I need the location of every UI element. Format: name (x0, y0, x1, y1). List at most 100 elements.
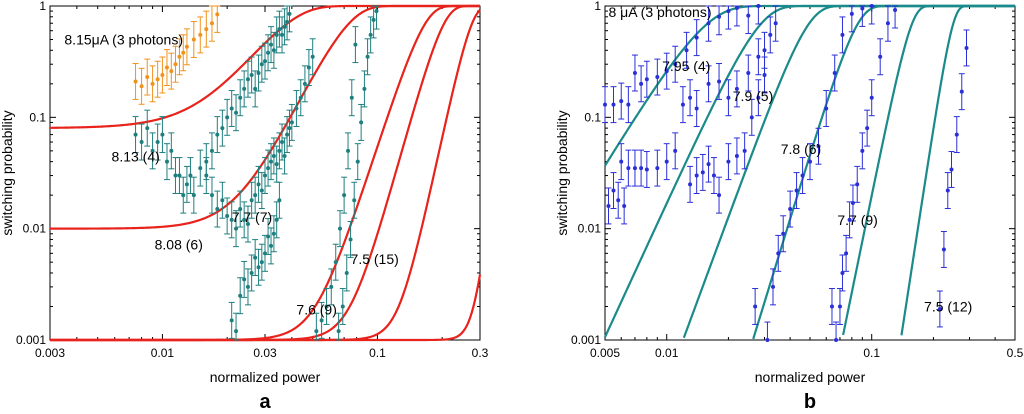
data-point (228, 301, 235, 339)
data-point (323, 288, 330, 325)
x-tick-label: 0.5 (1007, 346, 1024, 360)
data-point (963, 29, 970, 67)
data-point (679, 86, 686, 124)
data-point (725, 5, 732, 30)
series-annotation: 8.13 (4) (112, 149, 160, 165)
data-point (354, 143, 361, 181)
data-point (176, 38, 183, 76)
data-point (823, 90, 830, 127)
data-point (638, 65, 645, 103)
data-point (348, 79, 355, 117)
data-point (258, 243, 265, 281)
data-point (149, 65, 156, 103)
data-point (625, 149, 632, 187)
data-point (265, 218, 272, 255)
data-point (864, 109, 871, 147)
data-point (219, 181, 226, 219)
data-point (848, 5, 855, 33)
series-annotation: 8.08 (6) (155, 236, 203, 252)
data-point (833, 321, 840, 342)
data-point (793, 172, 800, 210)
panel-label-a: a (259, 391, 271, 413)
data-point (839, 16, 846, 54)
data-point (252, 239, 259, 277)
panel-label-b: b (804, 391, 816, 413)
data-point (265, 149, 272, 187)
data-point (859, 132, 866, 170)
fit-curve (900, 4, 1015, 336)
data-point (252, 70, 259, 108)
series-annotation: 7.6 (9) (296, 301, 336, 317)
data-point (332, 243, 339, 281)
data-point (343, 254, 350, 292)
data-point (725, 143, 732, 181)
y-axis-title-b: switching probability (554, 110, 570, 235)
data-point (953, 116, 960, 154)
data-point (203, 10, 210, 48)
x-ticks-a: 0.003 0.01 0.03 0.1 0.3 (35, 6, 489, 360)
data-point (733, 5, 740, 27)
data-point (705, 65, 712, 103)
data-point (352, 26, 359, 64)
data-point (138, 123, 145, 161)
data-point (843, 234, 850, 272)
data-point (710, 157, 717, 195)
data-point (262, 42, 268, 80)
data-point (273, 201, 280, 239)
x-axis-title-b: normalized power (755, 369, 866, 385)
data-point (244, 60, 251, 98)
data-point (364, 38, 371, 76)
data-point (233, 94, 240, 132)
data-point (358, 103, 365, 141)
data-point (618, 82, 625, 120)
data-point (940, 231, 947, 268)
data-point (197, 16, 204, 54)
data-point (149, 132, 156, 170)
data-point (859, 5, 866, 27)
y-tick-label: 0.1 (29, 110, 46, 124)
data-point (699, 153, 706, 191)
data-point (190, 176, 197, 214)
x-ticks-b: 0.005 0.01 0.1 0.5 (590, 6, 1024, 360)
annotations-a: 8.15μA (3 photons) 8.13 (4) 8.08 (6) 7.7 (7… (64, 32, 398, 318)
data-point (815, 127, 822, 165)
data-point (163, 143, 170, 181)
data-point (255, 54, 262, 92)
data-point (755, 38, 762, 76)
data-point (255, 165, 262, 203)
x-tick-label: 0.01 (151, 346, 175, 360)
data-point (716, 62, 723, 100)
data-point (780, 215, 787, 253)
x-tick-label: 0.003 (35, 346, 65, 360)
data-point (944, 172, 951, 210)
data-point (183, 165, 190, 203)
fit-curve (842, 4, 1015, 336)
data-point (241, 201, 248, 239)
data-point (132, 116, 139, 154)
data-point (755, 4, 762, 25)
data-point (309, 38, 316, 76)
data-point (884, 5, 891, 42)
data-point (208, 176, 215, 214)
data-point (672, 132, 679, 170)
data-point (187, 157, 194, 195)
data-point (270, 31, 277, 69)
data-point (787, 190, 794, 228)
series-annotation: 7.9 (5) (733, 88, 773, 104)
data-point (836, 288, 843, 325)
data-point (172, 45, 179, 83)
data-point (154, 123, 161, 161)
data-point (643, 151, 650, 188)
data-point (237, 190, 244, 228)
series-annotation: 7.95 (4) (662, 58, 710, 74)
data-point (672, 45, 679, 83)
data-point (335, 312, 342, 341)
y-tick-label: 1 (594, 0, 601, 13)
data-point (936, 290, 943, 328)
data-point (693, 90, 700, 127)
data-point (138, 67, 145, 105)
y-axis-title-a: switching probability (0, 110, 15, 235)
data-point (313, 312, 320, 341)
data-point (168, 132, 175, 170)
data-point (748, 98, 755, 136)
